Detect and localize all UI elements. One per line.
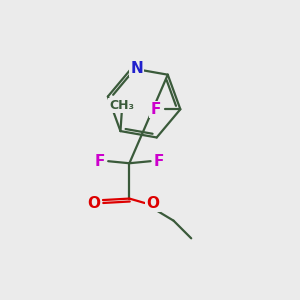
Text: F: F	[154, 154, 164, 169]
Text: CH₃: CH₃	[110, 99, 134, 112]
Text: F: F	[150, 102, 160, 117]
Text: O: O	[146, 196, 159, 211]
Text: O: O	[88, 196, 100, 211]
Text: N: N	[130, 61, 143, 76]
Text: F: F	[95, 154, 105, 169]
